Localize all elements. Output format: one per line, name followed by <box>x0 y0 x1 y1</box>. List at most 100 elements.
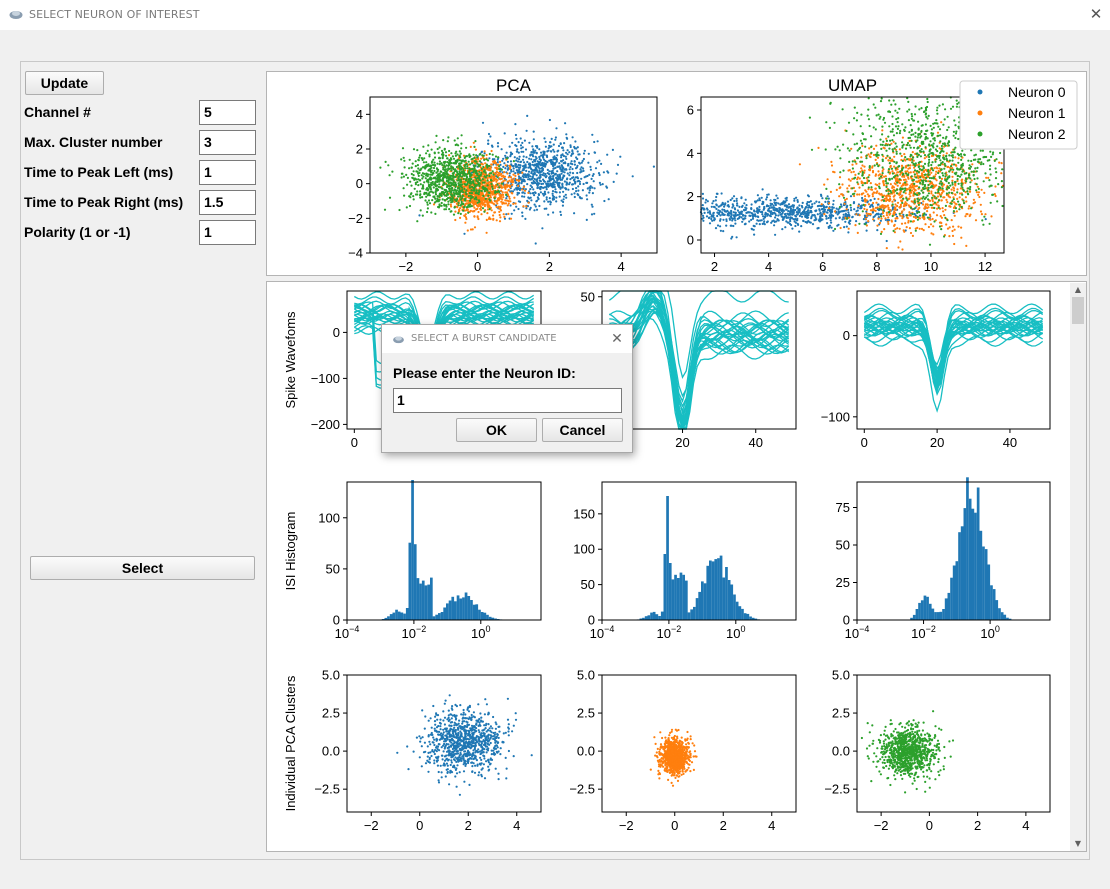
scatter-point <box>918 202 922 205</box>
scatter-point <box>817 219 821 222</box>
scatter-point <box>453 200 456 203</box>
scatter-point <box>927 162 930 165</box>
scatter-point <box>940 150 943 153</box>
scatter-point <box>882 215 885 218</box>
scatter-point <box>469 228 473 231</box>
scatter-point <box>450 165 453 168</box>
polarity-input[interactable]: 1 <box>199 220 256 245</box>
scatter-point <box>927 188 930 191</box>
scatter-point <box>444 199 447 202</box>
scatter-point <box>434 180 438 183</box>
scatter-point <box>539 191 542 194</box>
scatter-point <box>519 144 523 147</box>
scatter-point <box>865 181 869 185</box>
scatter-point <box>420 167 423 170</box>
scatter-point <box>437 185 440 188</box>
scatter-point <box>479 208 483 211</box>
scatter-point <box>940 221 943 225</box>
scatter-point <box>418 156 421 159</box>
scatter-point <box>507 212 510 215</box>
scatter-point <box>895 150 898 153</box>
scatter-point <box>960 166 963 169</box>
scatter-point <box>485 231 488 234</box>
scatter-point <box>965 171 968 175</box>
scatter-point <box>570 154 573 157</box>
scatter-point <box>580 166 583 169</box>
scatter-point <box>705 215 709 218</box>
scatter-point <box>744 206 747 209</box>
scatter-point <box>444 175 448 179</box>
scatter-point <box>911 158 914 161</box>
scatter-point <box>468 210 471 213</box>
scatter-point <box>482 154 485 157</box>
scatter-point <box>957 225 960 228</box>
scatter-point <box>580 170 583 173</box>
scatter-point <box>483 200 486 204</box>
scatter-point <box>473 215 476 218</box>
scatter-point <box>524 217 527 220</box>
scatter-point <box>915 205 918 208</box>
scatter-point <box>460 170 464 173</box>
scatter-point <box>466 176 469 179</box>
scatter-point <box>536 146 539 149</box>
scatter-point <box>915 164 919 167</box>
scatter-point <box>931 185 934 188</box>
scatter-point <box>517 173 520 176</box>
scatter-point <box>976 166 979 169</box>
scatter-point <box>600 162 603 165</box>
scatter-point <box>781 215 784 218</box>
window-close-icon[interactable]: ✕ <box>1089 5 1103 23</box>
scatter-point <box>744 214 747 217</box>
update-button[interactable]: Update <box>25 71 104 95</box>
scatter-point <box>491 187 494 190</box>
scatter-point <box>917 120 920 123</box>
scatter-point <box>792 212 795 215</box>
scatter-point <box>904 159 907 162</box>
scatter-point <box>473 206 476 209</box>
scatter-point <box>564 122 567 125</box>
scatter-point <box>887 159 890 162</box>
scatter-point <box>849 179 852 182</box>
scatter-point <box>827 207 831 210</box>
scatter-point <box>940 144 944 148</box>
channel-input[interactable]: 5 <box>199 100 256 125</box>
scatter-point <box>924 173 927 176</box>
scatter-point <box>876 208 880 211</box>
scatter-point <box>924 213 928 216</box>
scatter-point <box>801 201 804 204</box>
scatter-point <box>960 226 963 229</box>
scatter-point <box>941 185 944 188</box>
scatter-point <box>891 208 894 211</box>
scatter-point <box>891 139 894 142</box>
scatter-point <box>412 170 415 173</box>
scatter-point <box>543 162 546 165</box>
scatter-point <box>506 172 509 175</box>
scatter-point <box>552 211 555 214</box>
scatter-point <box>585 194 588 197</box>
max-cluster-input[interactable]: 3 <box>199 130 256 155</box>
scatter-point <box>463 205 466 208</box>
scatter-point <box>549 182 552 185</box>
scatter-point <box>502 213 505 216</box>
peak-left-input[interactable]: 1 <box>199 160 256 185</box>
scatter-point <box>525 129 528 132</box>
scatter-point <box>566 149 569 152</box>
scatter-point <box>421 166 425 169</box>
scatter-point <box>513 156 516 159</box>
scatter-point <box>446 192 449 195</box>
select-button[interactable]: Select <box>30 556 255 580</box>
peak-right-input[interactable]: 1.5 <box>199 190 256 215</box>
scatter-point <box>760 219 763 222</box>
scatter-point <box>525 205 528 208</box>
scatter-point <box>787 221 790 224</box>
scatter-point <box>576 164 579 167</box>
scatter-point <box>444 208 448 211</box>
scatter-point <box>838 149 841 152</box>
scatter-point <box>433 161 436 164</box>
scatter-point <box>831 208 834 211</box>
scatter-point <box>437 173 440 176</box>
scatter-point <box>794 214 797 217</box>
scatter-point <box>944 172 947 175</box>
scatter-point <box>436 174 439 177</box>
scatter-point <box>601 183 604 186</box>
